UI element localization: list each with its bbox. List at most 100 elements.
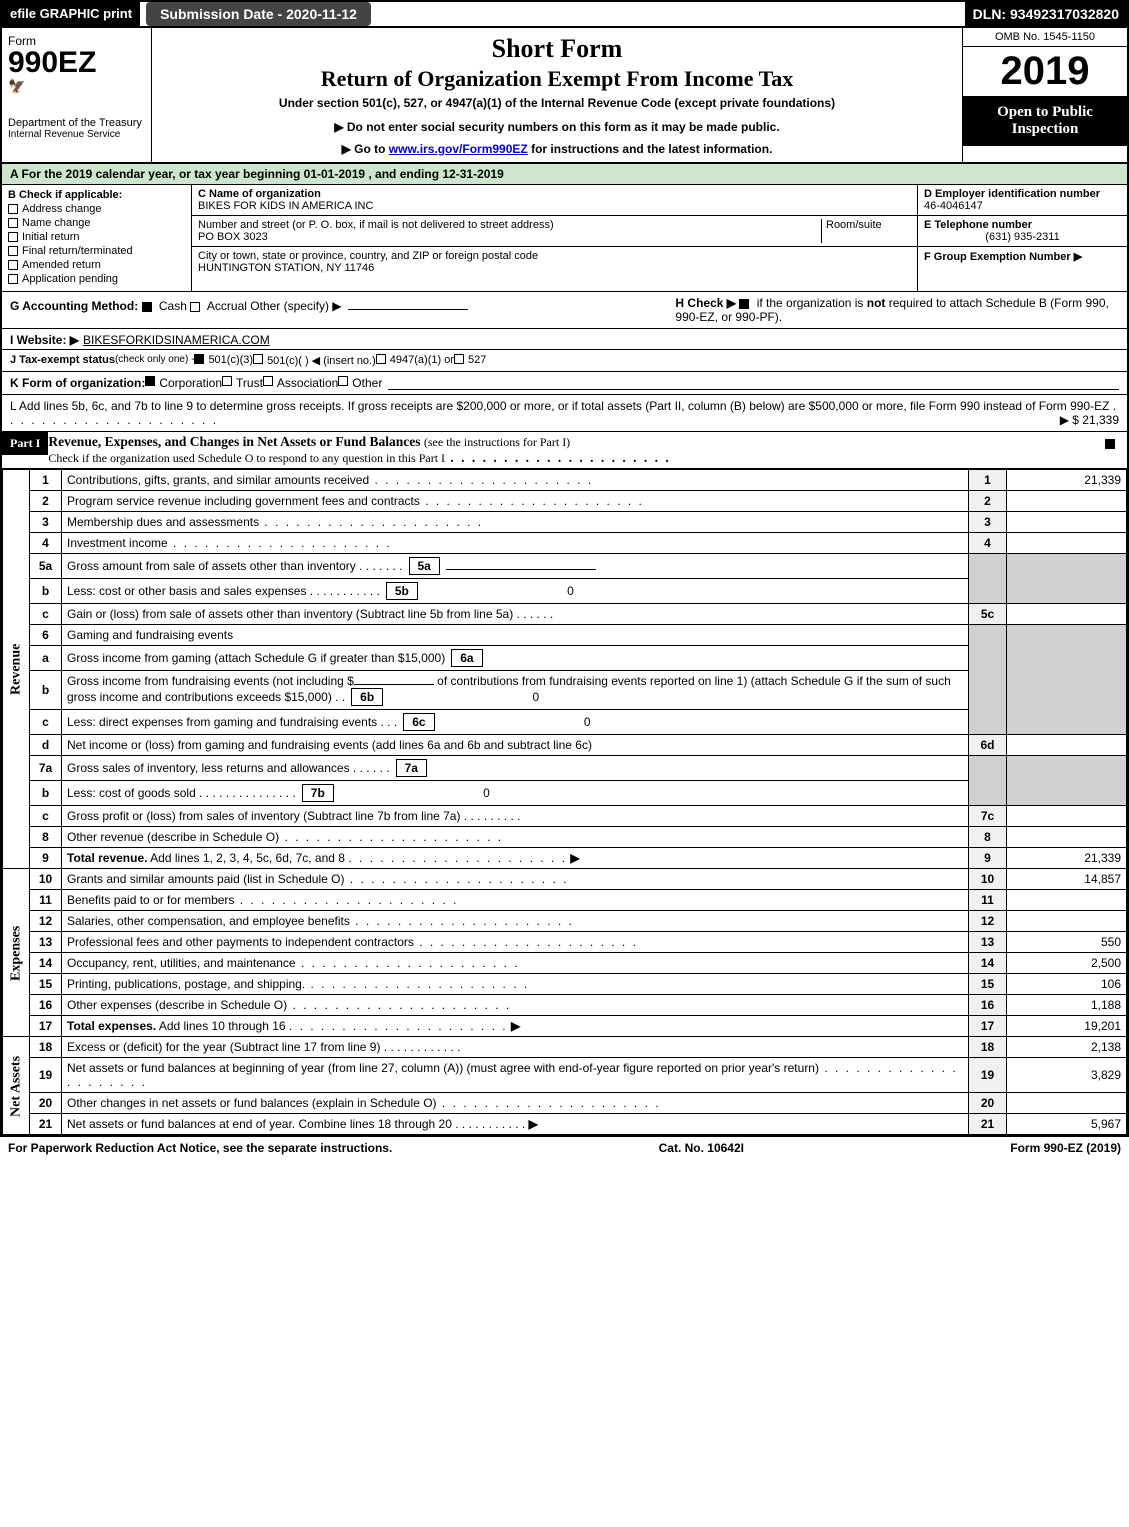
l7-shaded-col (969, 756, 1007, 806)
line-19: 19 Net assets or fund balances at beginn… (3, 1058, 1127, 1093)
k-other: Other (352, 376, 382, 390)
form-title: Return of Organization Exempt From Incom… (164, 66, 950, 92)
line-6: 6 Gaming and fundraising events (3, 625, 1127, 646)
footer-center: Cat. No. 10642I (659, 1141, 744, 1155)
ein-value: 46-4046147 (924, 200, 983, 212)
section-def: D Employer identification number 46-4046… (917, 185, 1127, 291)
i-label: I Website: ▶ (10, 333, 79, 347)
l5-shaded-val (1007, 554, 1127, 604)
form-header: Form 990EZ 🦅 Department of the Treasury … (2, 26, 1127, 164)
l11-text: Benefits paid to or for members (62, 890, 969, 911)
l15-text: Printing, publications, postage, and shi… (62, 974, 969, 995)
info-block: B Check if applicable: Address change Na… (2, 185, 1127, 292)
omb-number: OMB No. 1545-1150 (963, 28, 1127, 47)
check-association[interactable] (263, 376, 273, 386)
l12-text: Salaries, other compensation, and employ… (62, 911, 969, 932)
l-value: ▶ $ 21,339 (1060, 413, 1119, 427)
line-20: 20 Other changes in net assets or fund b… (3, 1093, 1127, 1114)
check-trust[interactable] (222, 376, 232, 386)
l7c-col: 7c (969, 806, 1007, 827)
l7a-num: 7a (30, 756, 62, 781)
part1-checkline: Check if the organization used Schedule … (48, 451, 445, 465)
goto-pre: ▶ Go to (342, 142, 389, 156)
l2-num: 2 (30, 491, 62, 512)
l16-col: 16 (969, 995, 1007, 1016)
header-center: Short Form Return of Organization Exempt… (152, 28, 962, 162)
form-subtitle: Under section 501(c), 527, or 4947(a)(1)… (164, 96, 950, 110)
l7c-num: c (30, 806, 62, 827)
revenue-side-label: Revenue (3, 470, 30, 869)
check-cash[interactable] (142, 302, 152, 312)
line-4: 4 Investment income 4 (3, 533, 1127, 554)
check-other-org[interactable] (338, 376, 348, 386)
line-12: 12 Salaries, other compensation, and emp… (3, 911, 1127, 932)
l5c-num: c (30, 604, 62, 625)
l3-val (1007, 512, 1127, 533)
street-value: PO BOX 3023 (198, 231, 268, 243)
check-4947[interactable] (376, 354, 386, 364)
line-15: 15 Printing, publications, postage, and … (3, 974, 1127, 995)
l8-num: 8 (30, 827, 62, 848)
check-527[interactable] (454, 354, 464, 364)
l17-text: Total expenses. Add lines 10 through 16 … (62, 1016, 969, 1037)
l3-text: Membership dues and assessments (62, 512, 969, 533)
check-application-pending[interactable]: Application pending (8, 273, 185, 285)
d-label: D Employer identification number (924, 188, 1100, 200)
irs-icon: 🦅 (8, 78, 145, 95)
irs-link[interactable]: www.irs.gov/Form990EZ (389, 142, 528, 156)
line-6d: d Net income or (loss) from gaming and f… (3, 735, 1127, 756)
g-label: G Accounting Method: (10, 299, 138, 313)
efile-print-button[interactable]: efile GRAPHIC print (2, 2, 140, 26)
check-initial-return[interactable]: Initial return (8, 231, 185, 243)
l14-text: Occupancy, rent, utilities, and maintena… (62, 953, 969, 974)
l11-val (1007, 890, 1127, 911)
i-row: I Website: ▶ BIKESFORKIDSINAMERICA.COM (2, 329, 1127, 350)
l6b-num: b (30, 671, 62, 710)
irs-name: Internal Revenue Service (8, 129, 145, 140)
l5-shaded-col (969, 554, 1007, 604)
c-label: C Name of organization (198, 188, 321, 200)
l6a-num: a (30, 646, 62, 671)
netassets-side-label: Net Assets (3, 1037, 30, 1135)
l6d-val (1007, 735, 1127, 756)
l21-num: 21 (30, 1114, 62, 1135)
check-final-return[interactable]: Final return/terminated (8, 245, 185, 257)
line-16: 16 Other expenses (describe in Schedule … (3, 995, 1127, 1016)
l20-text: Other changes in net assets or fund bala… (62, 1093, 969, 1114)
k-corp: Corporation (159, 376, 222, 390)
form-container: efile GRAPHIC print Submission Date - 20… (0, 0, 1129, 1137)
website-value[interactable]: BIKESFORKIDSINAMERICA.COM (83, 333, 270, 347)
l21-text: Net assets or fund balances at end of ye… (62, 1114, 969, 1135)
f-label: F Group Exemption Number ▶ (924, 251, 1082, 263)
l9-val: 21,339 (1007, 848, 1127, 869)
l18-val: 2,138 (1007, 1037, 1127, 1058)
check-name-change[interactable]: Name change (8, 217, 185, 229)
l16-num: 16 (30, 995, 62, 1016)
group-exemption-row: F Group Exemption Number ▶ (918, 247, 1127, 266)
l7b-num: b (30, 781, 62, 806)
l13-text: Professional fees and other payments to … (62, 932, 969, 953)
check-corporation[interactable] (145, 376, 155, 386)
org-name: BIKES FOR KIDS IN AMERICA INC (198, 200, 373, 212)
check-501c3[interactable] (194, 354, 204, 364)
l6b-text: Gross income from fundraising events (no… (62, 671, 969, 710)
line-6c: c Less: direct expenses from gaming and … (3, 710, 1127, 735)
check-amended-return[interactable]: Amended return (8, 259, 185, 271)
l11-num: 11 (30, 890, 62, 911)
l21-val: 5,967 (1007, 1114, 1127, 1135)
l9-col: 9 (969, 848, 1007, 869)
check-accrual[interactable] (190, 302, 200, 312)
check-h[interactable] (739, 299, 749, 309)
check-501c[interactable] (253, 354, 263, 364)
check-address-change[interactable]: Address change (8, 203, 185, 215)
l2-text: Program service revenue including govern… (62, 491, 969, 512)
check-schedule-o[interactable] (1105, 439, 1115, 449)
l13-num: 13 (30, 932, 62, 953)
footer: For Paperwork Reduction Act Notice, see … (0, 1137, 1129, 1159)
l1-text: Contributions, gifts, grants, and simila… (62, 470, 969, 491)
line-9: 9 Total revenue. Add lines 1, 2, 3, 4, 5… (3, 848, 1127, 869)
j-501c: 501(c)( ) ◀ (insert no.) (267, 354, 376, 367)
line-7c: c Gross profit or (loss) from sales of i… (3, 806, 1127, 827)
l16-val: 1,188 (1007, 995, 1127, 1016)
l19-text: Net assets or fund balances at beginning… (62, 1058, 969, 1093)
